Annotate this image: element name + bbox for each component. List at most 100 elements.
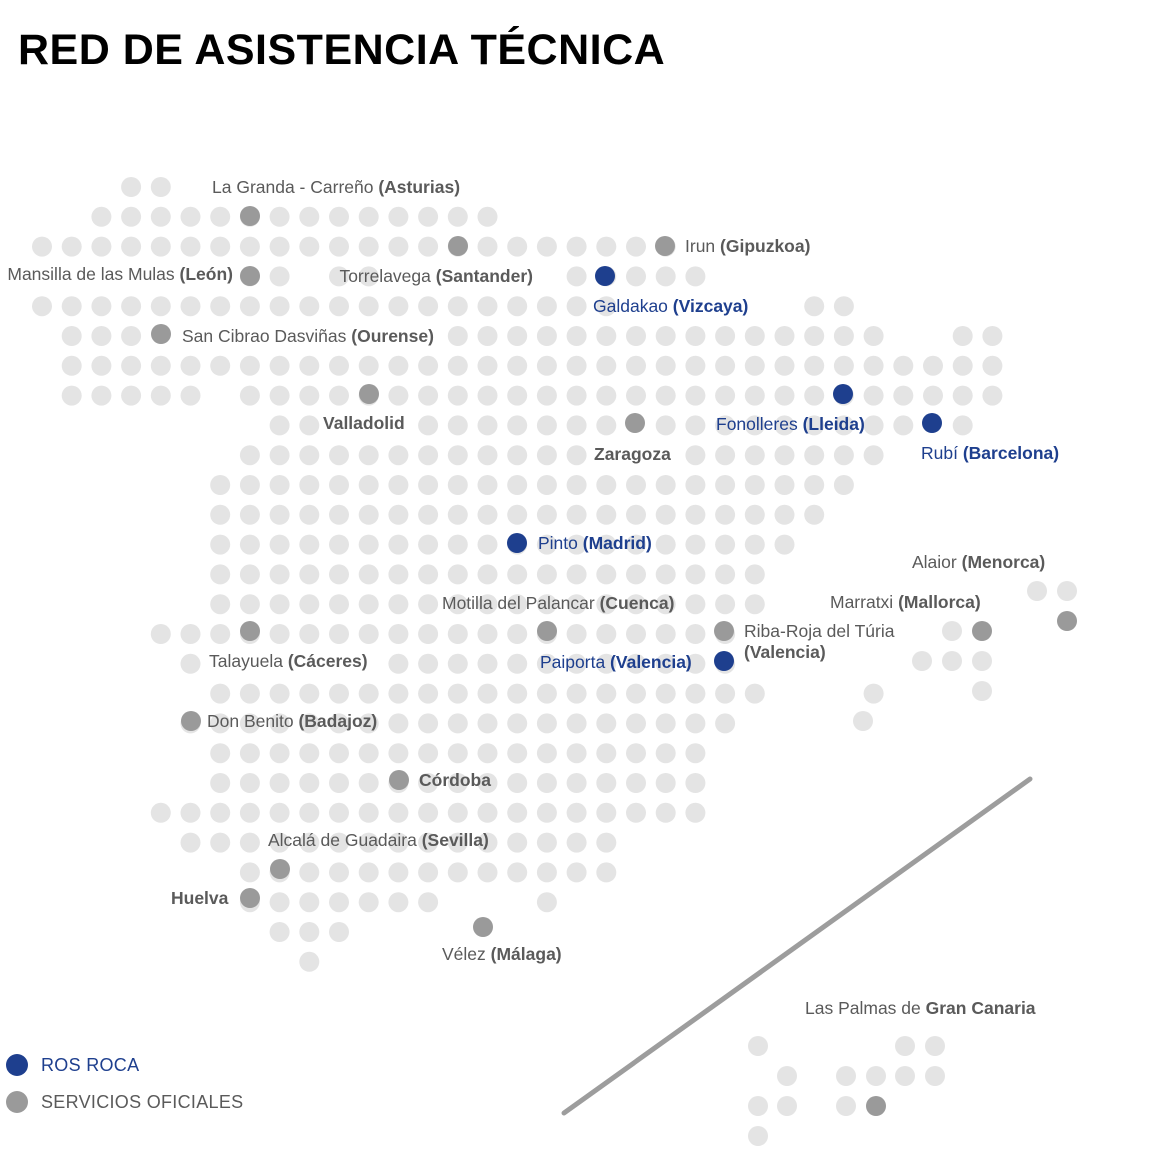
location-marker-marratxi[interactable] — [972, 621, 992, 641]
location-marker-velez[interactable] — [473, 917, 493, 937]
grid-dot — [774, 445, 795, 466]
location-pinto[interactable]: Pinto (Madrid) — [507, 533, 652, 553]
location-marker-cordoba[interactable] — [389, 770, 409, 790]
grid-dot — [596, 832, 617, 853]
location-marker-valladolid[interactable] — [359, 384, 379, 404]
grid-dot — [655, 594, 676, 615]
location-marker-paiporta[interactable] — [714, 651, 734, 671]
location-rubi[interactable]: Rubí (Barcelona) — [921, 413, 1059, 463]
grid-dot — [239, 802, 260, 823]
grid-dot — [388, 713, 409, 734]
location-riba-roja[interactable]: Riba-Roja del Túria(Valencia) — [714, 621, 895, 662]
grid-dot — [923, 355, 943, 376]
location-la-granda[interactable]: La Granda - Carreño (Asturias) — [212, 177, 460, 226]
grid-dot — [774, 326, 795, 346]
location-marratxi[interactable]: Marratxi (Mallorca) — [830, 592, 992, 641]
grid-dot — [239, 743, 260, 764]
location-irun[interactable]: Irun (Gipuzkoa) — [655, 236, 810, 256]
grid-dot — [210, 802, 231, 823]
location-marker-mansilla[interactable] — [240, 266, 260, 286]
location-region: Valladolid — [323, 413, 405, 433]
location-marker-zaragoza[interactable] — [625, 413, 645, 433]
location-region: (Sevilla) — [417, 830, 489, 850]
grid-dot — [744, 594, 765, 615]
grid-dot — [358, 683, 379, 704]
grid-dot — [358, 892, 379, 913]
locations: La Granda - Carreño (Asturias) Mansilla d… — [7, 177, 1077, 1116]
grid-dot — [685, 415, 706, 436]
grid-dot — [596, 534, 617, 555]
location-marker-riba-roja[interactable] — [714, 621, 734, 641]
location-marker-fonolleres[interactable] — [833, 384, 853, 404]
grid-dot — [210, 534, 231, 555]
location-region: (Lleida) — [798, 414, 865, 434]
location-marker-alaior[interactable] — [1057, 611, 1077, 631]
grid-dot — [804, 296, 825, 317]
grid-dot — [596, 355, 617, 376]
grid-dot — [536, 236, 557, 257]
location-marker-don-benito[interactable] — [181, 711, 201, 731]
grid-dot — [269, 594, 290, 615]
location-city: Talayuela — [209, 651, 283, 671]
location-talayuela[interactable]: Talayuela (Cáceres) — [209, 621, 368, 671]
grid-dot — [180, 832, 201, 853]
grid-dot — [447, 653, 468, 674]
location-valladolid[interactable]: Valladolid — [323, 384, 405, 433]
location-marker-alcala[interactable] — [270, 859, 290, 879]
location-torrelavega[interactable]: Torrelavega (Santander) — [339, 236, 533, 286]
grid-dot — [418, 236, 439, 257]
location-marker-irun[interactable] — [655, 236, 675, 256]
grid-dot — [477, 504, 498, 525]
location-marker-la-granda[interactable] — [240, 206, 260, 226]
location-las-palmas[interactable]: Las Palmas de Gran Canaria — [805, 998, 1036, 1116]
location-don-benito[interactable]: Don Benito (Badajoz) — [181, 711, 377, 731]
grid-dot — [447, 832, 468, 853]
location-label-irun: Irun (Gipuzkoa) — [685, 236, 810, 256]
grid-dot — [269, 832, 290, 853]
grid-dot — [329, 892, 349, 913]
grid-dot — [388, 564, 409, 585]
location-velez[interactable]: Vélez (Málaga) — [442, 917, 562, 964]
location-marker-talayuela[interactable] — [240, 621, 260, 641]
grid-dot — [507, 236, 528, 257]
location-marker-san-cibrao[interactable] — [151, 324, 171, 344]
location-zaragoza[interactable]: Zaragoza — [594, 413, 671, 464]
location-motilla[interactable]: Motilla del Palancar (Cuenca) — [442, 593, 674, 641]
location-galdakao[interactable]: Galdakao (Vizcaya) — [593, 266, 748, 316]
grid-dot — [358, 862, 379, 883]
location-marker-torrelavega[interactable] — [448, 236, 468, 256]
grid-dot — [536, 683, 557, 704]
location-cordoba[interactable]: Córdoba — [389, 770, 491, 790]
location-marker-las-palmas[interactable] — [866, 1096, 886, 1116]
grid-dot — [715, 713, 736, 734]
grid-dot — [893, 415, 914, 436]
grid-dot — [685, 355, 706, 376]
grid-dot — [299, 951, 320, 972]
peninsula-dot-grid — [32, 177, 1077, 1146]
grid-dot — [121, 236, 142, 257]
location-marker-galdakao[interactable] — [595, 266, 615, 286]
grid-dot — [507, 355, 528, 376]
location-label-don-benito: Don Benito (Badajoz) — [207, 711, 377, 731]
grid-dot — [804, 415, 825, 436]
grid-dot — [61, 326, 82, 346]
grid-dot — [1057, 581, 1077, 601]
location-marker-rubi[interactable] — [922, 413, 942, 433]
location-marker-huelva[interactable] — [240, 888, 260, 908]
location-marker-pinto[interactable] — [507, 533, 527, 553]
grid-dot — [329, 743, 349, 764]
location-san-cibrao[interactable]: San Cibrao Dasviñas (Ourense) — [151, 324, 434, 346]
location-fonolleres[interactable]: Fonolleres (Lleida) — [716, 384, 865, 434]
grid-dot — [685, 653, 706, 674]
location-marker-motilla[interactable] — [537, 621, 557, 641]
location-paiporta[interactable]: Paiporta (Valencia) — [540, 651, 734, 672]
grid-dot — [774, 415, 795, 436]
location-alaior[interactable]: Alaior (Menorca) — [912, 552, 1077, 631]
location-alcala[interactable]: Alcalá de Guadaira (Sevilla) — [268, 830, 489, 879]
grid-dot — [566, 713, 587, 734]
grid-dot — [925, 1066, 945, 1086]
location-mansilla[interactable]: Mansilla de las Mulas (León) — [7, 264, 260, 286]
location-huelva[interactable]: Huelva — [171, 888, 260, 908]
grid-dot — [685, 683, 706, 704]
grid-dot — [596, 802, 617, 823]
